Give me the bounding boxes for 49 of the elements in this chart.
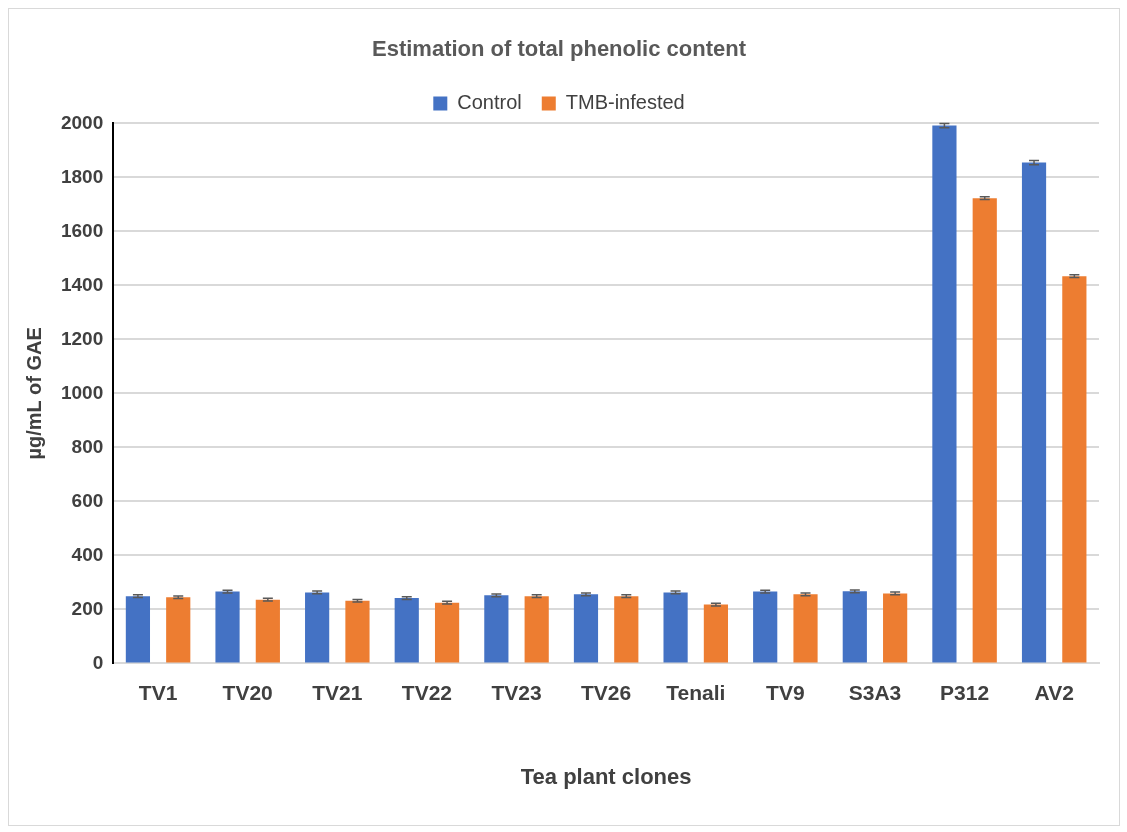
bar xyxy=(166,597,191,663)
bar xyxy=(793,594,818,663)
bar xyxy=(305,592,330,663)
x-tick-label: Tenali xyxy=(666,680,726,704)
y-tick-label: 600 xyxy=(71,489,104,511)
bar xyxy=(345,600,370,663)
y-axis-title: µg/mL of GAE xyxy=(22,327,45,460)
bar xyxy=(932,125,957,663)
bar xyxy=(703,604,729,663)
bar xyxy=(1021,162,1047,663)
bar xyxy=(1062,276,1087,663)
y-tick-label: 800 xyxy=(71,435,104,457)
bar xyxy=(972,198,997,663)
x-tick-label: TV26 xyxy=(581,680,632,704)
chart-title: Estimation of total phenolic content xyxy=(372,36,747,62)
y-tick-label: 1000 xyxy=(60,381,104,403)
bar xyxy=(394,598,419,663)
y-tick-label: 1400 xyxy=(60,273,104,295)
x-tick-label: TV21 xyxy=(312,680,363,704)
x-tick-label: TV9 xyxy=(766,680,805,704)
y-tick-label: 2000 xyxy=(60,111,104,133)
x-tick-label: TV22 xyxy=(401,680,453,704)
x-axis-title: Tea plant clones xyxy=(520,763,692,789)
bar xyxy=(125,596,151,663)
bar xyxy=(753,591,778,663)
x-tick-label: S3A3 xyxy=(848,680,902,704)
x-tick-label: TV20 xyxy=(222,680,273,704)
y-tick-label: 1200 xyxy=(60,327,104,349)
bar xyxy=(663,592,688,663)
legend-label: TMB-infested xyxy=(565,90,685,113)
y-tick-label: 400 xyxy=(71,543,104,565)
x-tick-label: P312 xyxy=(940,680,990,704)
bar xyxy=(573,594,599,663)
legend-label: Control xyxy=(457,90,522,113)
y-tick-label: 1600 xyxy=(60,219,104,241)
bar xyxy=(215,591,240,663)
bar xyxy=(614,596,639,663)
bar xyxy=(484,595,509,663)
x-tick-label: AV2 xyxy=(1034,680,1074,704)
bar xyxy=(524,596,549,663)
y-tick-label: 1800 xyxy=(60,165,104,187)
bar xyxy=(434,602,460,663)
y-tick-label: 200 xyxy=(71,597,104,619)
x-tick-label: TV23 xyxy=(491,680,542,704)
bar xyxy=(255,599,280,663)
x-tick-label: TV1 xyxy=(138,680,178,704)
bar xyxy=(842,591,867,663)
y-tick-label: 0 xyxy=(92,651,104,673)
bar xyxy=(883,593,908,663)
